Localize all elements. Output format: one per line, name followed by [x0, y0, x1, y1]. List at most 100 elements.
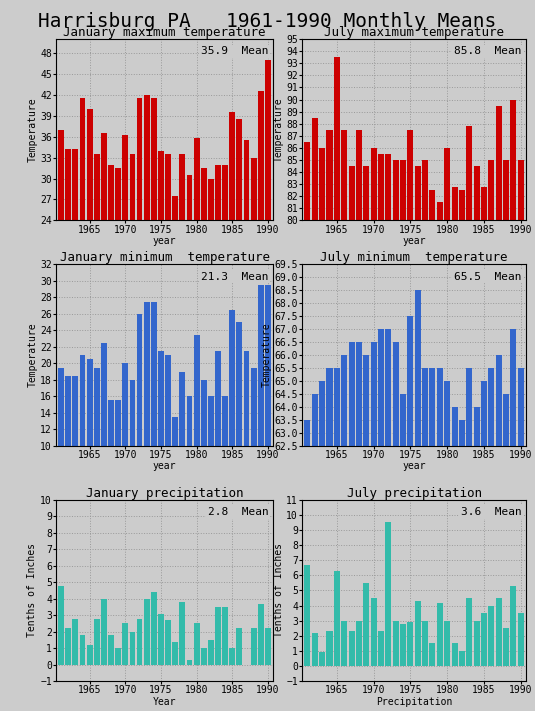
- Bar: [158, 151, 164, 387]
- Y-axis label: Tenths of Inches: Tenths of Inches: [273, 543, 284, 638]
- Bar: [304, 142, 310, 711]
- Bar: [437, 602, 443, 666]
- Bar: [348, 166, 355, 711]
- Bar: [87, 109, 93, 387]
- Bar: [65, 629, 71, 665]
- Bar: [123, 135, 128, 387]
- Bar: [215, 607, 221, 665]
- Bar: [341, 130, 347, 711]
- Bar: [73, 619, 78, 665]
- Bar: [101, 133, 107, 387]
- Text: 2.8  Mean: 2.8 Mean: [208, 507, 269, 517]
- Bar: [172, 196, 178, 387]
- Bar: [144, 95, 150, 387]
- Bar: [265, 60, 271, 387]
- Bar: [151, 301, 157, 528]
- Bar: [265, 629, 271, 665]
- Bar: [208, 179, 214, 387]
- Bar: [356, 621, 362, 666]
- Bar: [348, 342, 355, 711]
- Bar: [430, 191, 435, 711]
- Bar: [230, 112, 235, 387]
- Bar: [312, 118, 318, 711]
- Bar: [400, 394, 406, 711]
- Bar: [518, 368, 524, 711]
- Bar: [215, 351, 221, 528]
- Bar: [115, 648, 121, 665]
- Bar: [258, 92, 264, 387]
- Bar: [452, 643, 457, 666]
- Bar: [400, 160, 406, 711]
- Bar: [363, 583, 369, 666]
- Bar: [251, 629, 256, 665]
- Bar: [179, 154, 185, 387]
- Text: 65.5  Mean: 65.5 Mean: [454, 272, 522, 282]
- Bar: [378, 631, 384, 666]
- Bar: [215, 165, 221, 387]
- Bar: [65, 375, 71, 528]
- Bar: [58, 129, 64, 387]
- Bar: [444, 148, 450, 711]
- Bar: [481, 186, 487, 711]
- Bar: [459, 651, 465, 666]
- Bar: [187, 396, 193, 528]
- Bar: [201, 648, 207, 665]
- Bar: [407, 316, 414, 711]
- Bar: [265, 285, 271, 528]
- Bar: [73, 149, 78, 387]
- Bar: [407, 130, 414, 711]
- X-axis label: Year: Year: [153, 697, 176, 707]
- Bar: [393, 621, 399, 666]
- Bar: [430, 368, 435, 711]
- Bar: [65, 149, 71, 387]
- Bar: [222, 607, 228, 665]
- Bar: [165, 154, 171, 387]
- Bar: [473, 407, 480, 711]
- Title: January precipitation: January precipitation: [86, 487, 243, 500]
- Bar: [503, 394, 509, 711]
- Bar: [94, 154, 100, 387]
- Bar: [144, 599, 150, 665]
- Bar: [452, 186, 457, 711]
- Bar: [151, 592, 157, 665]
- Bar: [473, 166, 480, 711]
- Bar: [378, 329, 384, 711]
- Bar: [422, 160, 428, 711]
- Bar: [165, 355, 171, 528]
- Bar: [378, 154, 384, 711]
- Bar: [258, 604, 264, 665]
- Bar: [510, 586, 516, 666]
- Bar: [243, 351, 249, 528]
- Bar: [510, 100, 516, 711]
- Title: July minimum  temperature: July minimum temperature: [320, 252, 508, 264]
- Bar: [179, 602, 185, 665]
- Bar: [319, 653, 325, 666]
- Bar: [334, 571, 340, 666]
- Bar: [158, 614, 164, 665]
- Y-axis label: Temperature: Temperature: [273, 97, 284, 162]
- Bar: [129, 380, 135, 528]
- Bar: [444, 381, 450, 711]
- Bar: [115, 168, 121, 387]
- Bar: [80, 355, 86, 528]
- X-axis label: year: year: [402, 236, 426, 246]
- Bar: [326, 130, 333, 711]
- Text: Harrisburg PA   1961-1990 Monthly Means: Harrisburg PA 1961-1990 Monthly Means: [39, 12, 496, 31]
- Bar: [94, 619, 100, 665]
- Title: January maximum temperature: January maximum temperature: [63, 26, 266, 39]
- Bar: [222, 165, 228, 387]
- Bar: [144, 301, 150, 528]
- Bar: [129, 154, 135, 387]
- Bar: [312, 394, 318, 711]
- Bar: [385, 329, 392, 711]
- Bar: [108, 165, 114, 387]
- Bar: [319, 381, 325, 711]
- Bar: [415, 601, 421, 666]
- Bar: [452, 407, 457, 711]
- Bar: [334, 368, 340, 711]
- Bar: [326, 631, 333, 666]
- Bar: [466, 126, 472, 711]
- Bar: [488, 160, 494, 711]
- Bar: [304, 565, 310, 666]
- Bar: [230, 310, 235, 528]
